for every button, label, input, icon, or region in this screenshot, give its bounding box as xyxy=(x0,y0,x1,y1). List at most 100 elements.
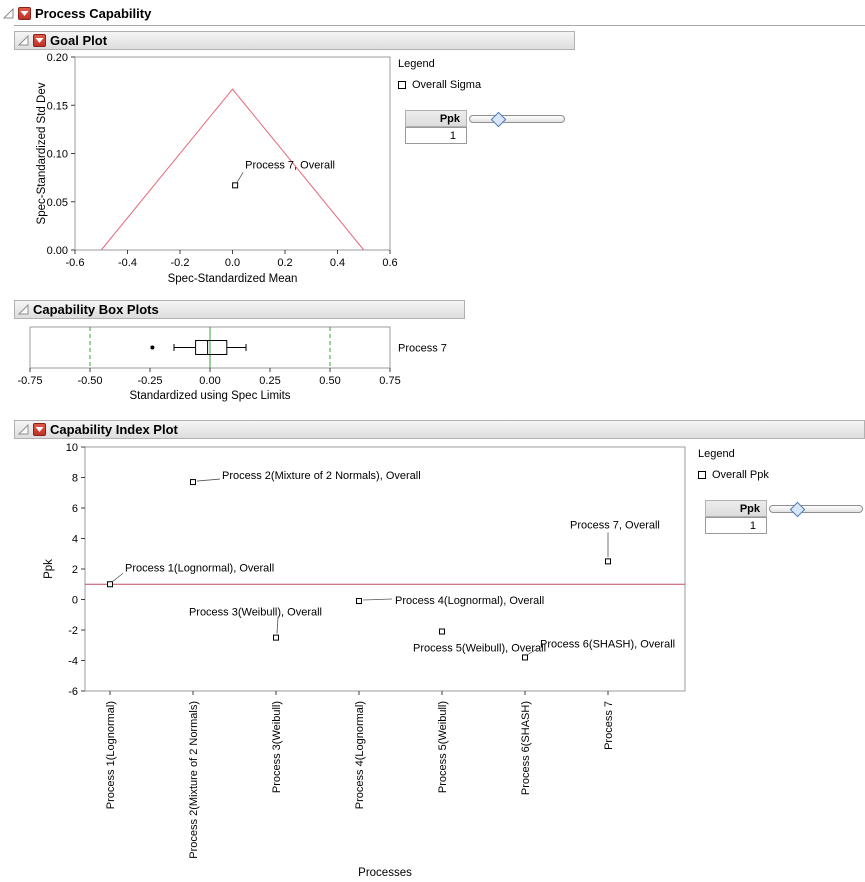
data-point-marker[interactable] xyxy=(232,182,239,189)
ppk-label: Ppk xyxy=(405,110,467,127)
data-point-marker[interactable] xyxy=(190,479,196,486)
data-point-marker[interactable] xyxy=(522,654,528,661)
slider-thumb[interactable] xyxy=(490,111,507,127)
label-leader-line xyxy=(236,172,244,183)
legend-title: Legend xyxy=(698,448,735,460)
legend-item-label: Overall Ppk xyxy=(712,469,769,481)
x-tick-label: 0.2 xyxy=(277,257,292,269)
goal-plot-legend: Legend Overall Sigma xyxy=(398,58,481,91)
point-label: Process 7, Overall xyxy=(570,519,660,531)
slider-thumb[interactable] xyxy=(790,501,806,517)
x-tick-label: 0.00 xyxy=(199,375,220,387)
disclosure-triangle-icon[interactable] xyxy=(18,424,29,435)
goal-triangle-line xyxy=(100,88,365,251)
capability-box-plot-chart: -0.75 -0.50 -0.25 0.00 0.25 0.50 0.75 Standardi… xyxy=(0,320,470,410)
plot-frame xyxy=(74,56,391,251)
point-label: Process 6(SHASH), Overall xyxy=(540,638,675,650)
y-tick-label: 10 xyxy=(66,443,78,454)
y-tick-label: 2 xyxy=(72,564,78,576)
goal-plot-chart: -0.6 -0.4 -0.2 0.0 0.2 0.4 0.6 0.00 0.05 0.10 0.15… xyxy=(0,52,404,297)
x-tick-label: -0.4 xyxy=(118,257,137,269)
y-tick-label: 0.15 xyxy=(47,100,68,112)
x-tick-label: -0.25 xyxy=(137,375,162,387)
goal-plot-title: Goal Plot xyxy=(50,33,108,48)
point-label: Process 3(Weibull), Overall xyxy=(189,607,322,619)
x-tick-label: 0.50 xyxy=(319,375,340,387)
title-rule xyxy=(14,25,865,26)
goal-ppk-control: Ppk xyxy=(405,110,567,144)
data-point-marker[interactable] xyxy=(439,628,445,635)
x-tick-label: 0.75 xyxy=(379,375,400,387)
y-axis-title: Spec-Standardized Std Dev xyxy=(36,82,48,224)
slider-track[interactable] xyxy=(469,115,565,123)
index-plot-section-header[interactable]: Capability Index Plot xyxy=(14,420,865,439)
red-triangle-menu-icon[interactable] xyxy=(33,34,46,47)
box xyxy=(195,340,228,355)
goal-plot-canvas: -0.6 -0.4 -0.2 0.0 0.2 0.4 0.6 0.00 0.05 0.10 0.15… xyxy=(36,52,398,285)
data-point-marker[interactable] xyxy=(107,581,113,588)
page-title: Process Capability xyxy=(35,6,152,21)
outlier-point[interactable] xyxy=(150,345,155,350)
x-category-label: Process 3(Weibull) xyxy=(271,701,283,793)
legend-item-overall-ppk[interactable]: Overall Ppk xyxy=(698,469,769,481)
box-plots-title: Capability Box Plots xyxy=(33,302,159,317)
y-tick-label: -6 xyxy=(68,686,78,698)
y-tick-label: 0.20 xyxy=(47,52,68,64)
slider-track[interactable] xyxy=(769,505,863,513)
index-plot-legend: Legend Overall Ppk xyxy=(698,448,769,481)
disclosure-triangle-icon[interactable] xyxy=(18,304,29,315)
disclosure-triangle-icon[interactable] xyxy=(18,35,29,46)
ppk-value-input[interactable] xyxy=(705,517,767,534)
index-ppk-control: Ppk xyxy=(705,500,865,534)
ppk-label: Ppk xyxy=(705,500,767,517)
label-leader-line xyxy=(112,572,124,582)
x-tick-label: 0.25 xyxy=(259,375,280,387)
x-tick-label: -0.50 xyxy=(77,375,102,387)
y-tick-label: 0 xyxy=(72,595,78,607)
data-point-marker[interactable] xyxy=(273,634,279,641)
y-tick-label: 0.05 xyxy=(47,197,68,209)
point-label: Process 1(Lognormal), Overall xyxy=(125,562,274,574)
y-tick-label: 0.00 xyxy=(47,245,68,257)
ppk-slider[interactable] xyxy=(767,500,865,517)
y-tick-label: 0.10 xyxy=(47,149,68,161)
x-tick-label: 0.0 xyxy=(225,257,240,269)
data-point-marker[interactable] xyxy=(356,598,362,605)
y-tick-label: -2 xyxy=(68,625,78,637)
x-category-label: Process 7 xyxy=(603,701,615,750)
y-axis-title: Ppk xyxy=(43,559,55,579)
y-tick-label: -4 xyxy=(68,656,78,668)
point-label: Process 2(Mixture of 2 Normals), Overall xyxy=(222,470,421,482)
capability-index-plot-chart: 10 8 6 4 2 0 -2 -4 -6 Process 1(Lognormal), Overa… xyxy=(0,442,695,882)
box-plots-section-header[interactable]: Capability Box Plots xyxy=(14,300,465,319)
point-label: Process 7, Overall xyxy=(245,159,335,171)
y-tick-label: 8 xyxy=(72,473,78,485)
label-leader-line xyxy=(196,478,221,482)
row-label: Process 7 xyxy=(398,343,447,355)
goal-plot-section-header[interactable]: Goal Plot xyxy=(14,31,575,50)
x-category-label: Process 2(Mixture of 2 Normals) xyxy=(188,701,200,859)
box-plot-canvas: -0.75 -0.50 -0.25 0.00 0.25 0.50 0.75 Standardi… xyxy=(17,326,447,402)
x-tick-label: -0.6 xyxy=(66,257,85,269)
x-tick-label: 0.6 xyxy=(382,257,397,269)
x-tick-label: 0.4 xyxy=(330,257,345,269)
square-marker-icon xyxy=(698,471,706,479)
data-point-marker[interactable] xyxy=(605,558,611,565)
legend-item-label: Overall Sigma xyxy=(412,79,482,91)
x-category-label: Process 5(Weibull) xyxy=(437,701,449,793)
legend-title: Legend xyxy=(398,58,435,70)
red-triangle-menu-icon[interactable] xyxy=(33,423,46,436)
x-tick-label: -0.75 xyxy=(17,375,42,387)
index-plot-title: Capability Index Plot xyxy=(50,422,178,437)
square-marker-icon xyxy=(398,81,406,89)
ppk-value-input[interactable] xyxy=(405,127,467,144)
red-triangle-menu-icon[interactable] xyxy=(18,7,31,20)
ppk-slider[interactable] xyxy=(467,110,567,127)
index-plot-canvas: 10 8 6 4 2 0 -2 -4 -6 Process 1(Lognormal), Overa… xyxy=(43,442,686,879)
label-leader-line xyxy=(276,617,279,634)
disclosure-triangle-icon[interactable] xyxy=(3,8,14,19)
legend-item-overall-sigma[interactable]: Overall Sigma xyxy=(398,79,481,91)
y-tick-label: 4 xyxy=(72,534,78,546)
process-capability-header[interactable]: Process Capability xyxy=(3,6,151,21)
